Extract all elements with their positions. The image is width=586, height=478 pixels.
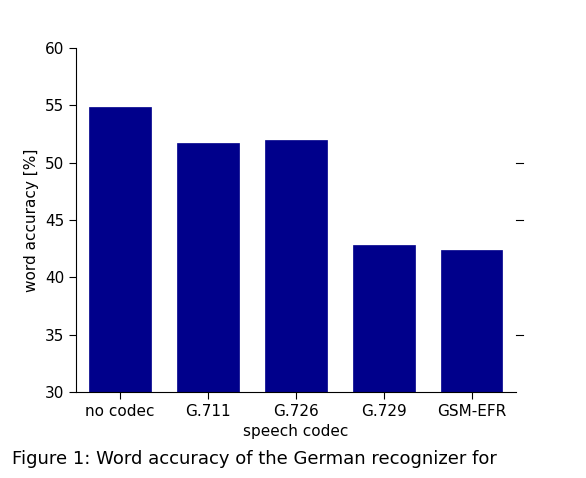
Bar — [177, 143, 239, 392]
Bar — [90, 108, 151, 392]
Bar — [265, 140, 326, 392]
Bar — [353, 245, 414, 392]
Text: Figure 1: Word accuracy of the German recognizer for: Figure 1: Word accuracy of the German re… — [12, 450, 496, 468]
X-axis label: speech codec: speech codec — [243, 424, 349, 439]
Bar — [441, 250, 502, 392]
Y-axis label: word accuracy [%]: word accuracy [%] — [25, 148, 39, 292]
